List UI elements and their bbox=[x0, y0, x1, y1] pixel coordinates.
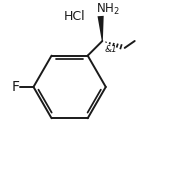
Text: NH$_2$: NH$_2$ bbox=[96, 2, 120, 17]
Text: HCl: HCl bbox=[64, 10, 86, 23]
Polygon shape bbox=[98, 16, 104, 41]
Text: &1: &1 bbox=[104, 45, 117, 54]
Text: F: F bbox=[11, 80, 19, 94]
